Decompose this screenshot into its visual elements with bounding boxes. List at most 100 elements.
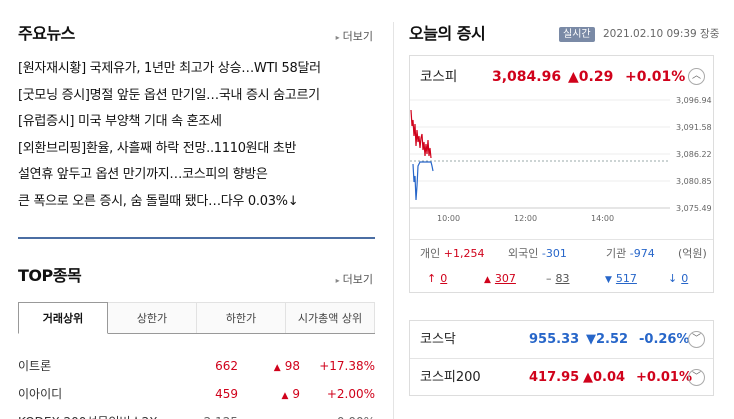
news-more-link[interactable]: ▸ 더보기 — [336, 30, 373, 45]
stock-change-value: 98 — [284, 359, 300, 373]
upper-limit-count[interactable]: ↑ 0 — [427, 270, 447, 288]
individual-label-text: 개인 — [420, 247, 441, 260]
table-row[interactable]: 이아이디 459 ▲ 9 +2.00% — [18, 380, 375, 408]
index-rate: -0.26% — [639, 332, 690, 347]
stock-change: –0 — [238, 408, 300, 419]
index-value: 417.95 — [529, 370, 580, 385]
y-tick-label: 3,096.94 — [676, 96, 712, 105]
top-tabs: 거래상위 상한가 하한가 시가총액 상위 — [18, 302, 375, 334]
stock-name[interactable]: 이트론 — [18, 359, 52, 373]
kosdaq-row[interactable]: 코스닥 955.33 ▼2.52 -0.26% ﹀ — [410, 321, 713, 358]
tab-upper-limit[interactable]: 상한가 — [108, 302, 197, 333]
index-change: ▲0.04 — [583, 370, 626, 385]
stock-price: 2,125 — [196, 408, 238, 419]
stock-price: 459 — [215, 387, 238, 401]
tab-volume[interactable]: 거래상위 — [18, 302, 108, 334]
inst-value: -974 — [629, 247, 655, 260]
stock-change: ▲ 9 — [238, 380, 300, 408]
index-change: ▲0.29 — [568, 69, 614, 85]
expand-chevron-icon[interactable]: ﹀ — [688, 331, 705, 348]
stock-rate: +17.38% — [319, 359, 375, 373]
section-divider — [18, 237, 375, 239]
y-tick-label: 3,075.49 — [676, 204, 712, 213]
upper-limit-value: 0 — [440, 272, 448, 285]
other-indices-panel: 코스닥 955.33 ▼2.52 -0.26% ﹀ 코스피200 417.95 … — [409, 320, 714, 396]
news-item[interactable]: [굿모닝 증시]명절 앞둔 옵션 만기일…국내 증시 숨고르기 — [18, 87, 320, 103]
kospi-intraday-chart: 3,096.94 3,091.58 3,086.22 3,080.85 3,07… — [410, 96, 712, 223]
decliners-count[interactable]: ▼ 517 — [605, 270, 637, 289]
decliners-value: 517 — [615, 272, 637, 285]
lower-limit-value: 0 — [681, 272, 689, 285]
stock-rate: +2.00% — [326, 387, 375, 401]
stock-name[interactable]: KODEX 200선물인버스2X — [18, 408, 196, 419]
news-item[interactable]: 큰 폭으로 오른 증시, 숨 돌릴때 됐다…다우 0.03%↓ — [18, 193, 299, 209]
inst-label-text: 기관 — [606, 247, 627, 260]
down-arrow-icon: ↓ — [668, 272, 678, 285]
right-column: 오늘의 증시 실시간 2021.02.10 09:39 장중 코스피 3,084… — [409, 0, 719, 419]
up-triangle-icon: ▲ — [484, 275, 491, 285]
kospi-panel: 코스피 3,084.96 ▲0.29 +0.01% ︿ 3,096.94 3,0… — [409, 55, 714, 293]
index-rate: +0.01% — [625, 69, 686, 85]
flat-dash-icon: – — [546, 272, 552, 285]
market-datetime: 2021.02.10 09:39 장중 — [603, 28, 720, 40]
unit-label: (억원) — [678, 247, 707, 260]
tab-market-cap[interactable]: 시가총액 상위 — [286, 302, 375, 333]
news-more-label: 더보기 — [342, 30, 373, 43]
down-triangle-icon: ▼ — [605, 275, 612, 285]
stock-rate: 0.00% — [300, 408, 375, 419]
live-badge: 실시간 — [559, 27, 595, 42]
market-section-title: 오늘의 증시 — [409, 24, 486, 43]
table-row[interactable]: 이트론 662 ▲ 98 +17.38% — [18, 352, 375, 380]
kospi-row[interactable]: 코스피 3,084.96 ▲0.29 +0.01% ︿ — [410, 62, 713, 92]
news-item[interactable]: [원자재시황] 국제유가, 1년만 최고가 상승…WTI 58달러 — [18, 61, 321, 76]
y-tick-label: 3,086.22 — [676, 150, 712, 159]
top-more-link[interactable]: ▸ 더보기 — [336, 273, 373, 288]
stock-name[interactable]: 이아이디 — [18, 387, 63, 401]
x-tick-label: 14:00 — [591, 214, 614, 223]
up-arrow-icon: ↑ — [427, 272, 437, 285]
foreign-value: -301 — [541, 247, 567, 260]
x-tick-label: 12:00 — [514, 214, 537, 223]
up-triangle-icon: ▲ — [273, 363, 281, 373]
news-list: [원자재시황] 국제유가, 1년만 최고가 상승…WTI 58달러 [굿모닝 증… — [18, 56, 375, 215]
inst-label: 기관 -974 — [606, 244, 655, 264]
up-triangle-icon: ▲ — [281, 391, 289, 401]
stock-price: 662 — [215, 359, 238, 373]
index-name: 코스피 — [420, 69, 458, 85]
news-section-title: 주요뉴스 — [18, 24, 75, 43]
top-table: 이트론 662 ▲98 +17.38% 이아이디 459 ▲9 +2.00% K… — [18, 352, 375, 419]
table-row[interactable]: KODEX 200선물인버스2X 2,125 –0 0.00% — [18, 408, 375, 419]
index-value: 955.33 — [529, 332, 580, 347]
y-tick-label: 3,080.85 — [676, 177, 712, 186]
index-name: 코스피200 — [420, 370, 481, 385]
lower-limit-count[interactable]: ↓ 0 — [668, 270, 688, 288]
y-tick-label: 3,091.58 — [676, 123, 712, 132]
advancers-count[interactable]: ▲ 307 — [484, 270, 516, 289]
individual-value: +1,254 — [443, 247, 485, 260]
foreign-label-text: 외국인 — [508, 247, 539, 260]
stock-change-value: 9 — [292, 387, 300, 401]
news-item[interactable]: [외환브리핑]환율, 사흘째 하락 전망..1110원대 초반 — [18, 140, 297, 156]
x-tick-label: 10:00 — [437, 214, 460, 223]
kospi200-row[interactable]: 코스피200 417.95 ▲0.04 +0.01% ﹀ — [410, 358, 713, 395]
unchanged-value: 83 — [555, 272, 570, 285]
column-divider — [393, 22, 394, 419]
news-item[interactable]: [유럽증시] 미국 부양책 기대 속 혼조세 — [18, 114, 222, 129]
investor-summary: 개인 +1,254 외국인 -301 기관 -974 (억원) ↑ 0 ▲ 307 … — [410, 239, 713, 292]
chevron-right-icon: ▸ — [335, 33, 340, 42]
expand-chevron-icon[interactable]: ﹀ — [688, 369, 705, 386]
advancers-value: 307 — [494, 272, 516, 285]
foreign-label: 외국인 -301 — [508, 244, 567, 264]
collapse-chevron-icon[interactable]: ︿ — [688, 68, 705, 85]
top-section-title: TOP종목 — [18, 266, 82, 285]
tab-lower-limit[interactable]: 하한가 — [197, 302, 286, 333]
index-rate: +0.01% — [636, 370, 692, 385]
chevron-right-icon: ▸ — [335, 276, 340, 285]
stock-change: ▲ 98 — [238, 352, 300, 380]
left-column: 주요뉴스 ▸ 더보기 [원자재시황] 국제유가, 1년만 최고가 상승…WTI 5… — [18, 0, 375, 419]
index-change: ▼2.52 — [586, 332, 629, 347]
unchanged-count[interactable]: –83 — [546, 270, 570, 288]
individual-label: 개인 +1,254 — [420, 244, 484, 264]
index-value: 3,084.96 — [492, 69, 562, 85]
news-item[interactable]: 설연휴 앞두고 옵션 만기까지…코스피의 향방은 — [18, 167, 268, 182]
